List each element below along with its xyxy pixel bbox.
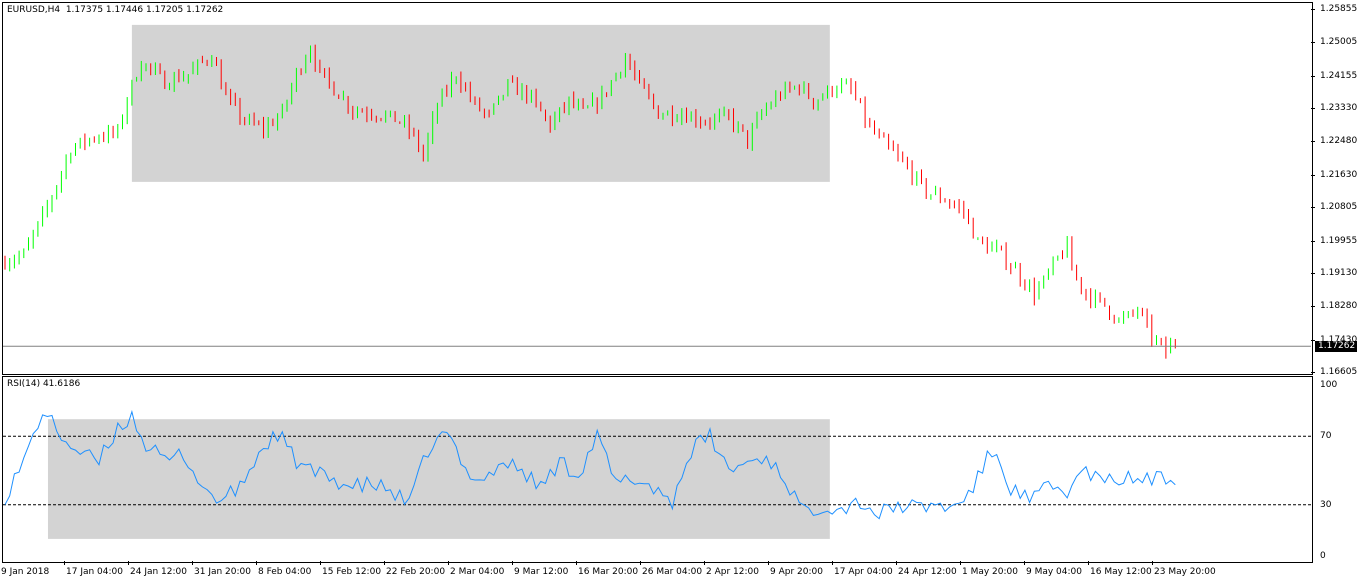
price-chart-title: EURUSD,H4 1.17375 1.17446 1.17205 1.1726… [7,5,224,15]
price-tick [1311,141,1315,143]
price-tick [1311,174,1315,176]
time-tick [640,561,641,565]
time-tick [896,561,897,565]
time-tick [960,561,961,565]
price-tick-label: 1.18280 [1320,301,1358,312]
price-tick-label: 1.22480 [1320,136,1358,147]
time-tick-label: 9 May 04:00 [1026,567,1082,577]
price-tick-label: 1.17430 [1320,334,1358,345]
price-tick [1311,306,1315,308]
price-tick [1311,75,1315,77]
time-tick-label: 2 Mar 04:00 [450,567,505,577]
time-tick-label: 16 May 12:00 [1090,567,1152,577]
time-tick-label: 24 Jan 12:00 [130,567,187,577]
price-tick-label: 1.20805 [1320,202,1358,213]
current-price-badge: 1.17262 [1315,341,1357,353]
rsi-range-box [47,419,830,539]
time-tick [128,561,129,565]
time-tick-label: 15 Feb 12:00 [322,567,382,577]
price-tick [1311,372,1315,373]
time-tick [448,561,449,565]
time-tick-label: 24 Apr 12:00 [898,567,957,577]
time-tick-label: 26 Mar 04:00 [642,567,703,577]
time-tick [832,561,833,565]
time-tick [768,561,769,565]
price-tick-label: 1.23330 [1320,103,1358,114]
time-tick [256,561,257,565]
time-tick-label: 8 Feb 04:00 [258,567,312,577]
price-tick-label: 1.25855 [1320,4,1358,14]
price-range-box [131,24,830,182]
time-tick [64,561,65,565]
time-tick-label: 9 Mar 12:00 [514,567,569,577]
rsi-tick-label: 100 [1320,380,1338,390]
rsi-tick-label: 0 [1320,551,1326,561]
time-tick [576,561,577,565]
time-tick [1152,561,1153,565]
time-tick [384,561,385,565]
rsi-title: RSI(14) 41.6186 [7,379,81,389]
time-tick-label: 2 Apr 12:00 [706,567,759,577]
price-tick [1311,240,1315,242]
time-tick [704,561,705,565]
price-tick-label: 1.25005 [1320,37,1358,48]
price-tick-label: 1.21630 [1320,169,1358,180]
time-tick-label: 9 Jan 2018 [1,567,50,577]
time-tick-label: 1 May 20:00 [962,567,1018,577]
time-tick-label: 23 May 20:00 [1154,567,1216,577]
price-tick [1311,272,1315,274]
price-tick [1311,108,1315,110]
rsi-tick-label: 30 [1320,499,1332,510]
price-tick [1311,9,1315,10]
time-tick [320,561,321,565]
time-tick [192,561,193,565]
time-tick-label: 17 Jan 04:00 [66,567,123,577]
time-tick-label: 17 Apr 04:00 [834,567,893,577]
rsi-tick-label: 70 [1320,431,1332,442]
time-tick-label: 16 Mar 20:00 [578,567,639,577]
price-tick [1311,42,1315,44]
price-tick-label: 1.16605 [1320,367,1358,377]
rsi-series-line [4,409,1176,520]
price-tick [1311,207,1315,209]
time-tick [1024,561,1025,565]
price-tick [1311,339,1315,341]
price-tick-label: 1.19955 [1320,235,1358,246]
time-tick-label: 9 Apr 20:00 [770,567,823,577]
time-tick [1088,561,1089,565]
price-tick-label: 1.24155 [1320,70,1358,81]
price-tick-label: 1.19130 [1320,267,1358,278]
time-tick-label: 31 Jan 20:00 [194,567,251,577]
time-tick-label: 22 Feb 20:00 [386,567,446,577]
time-tick [512,561,513,565]
